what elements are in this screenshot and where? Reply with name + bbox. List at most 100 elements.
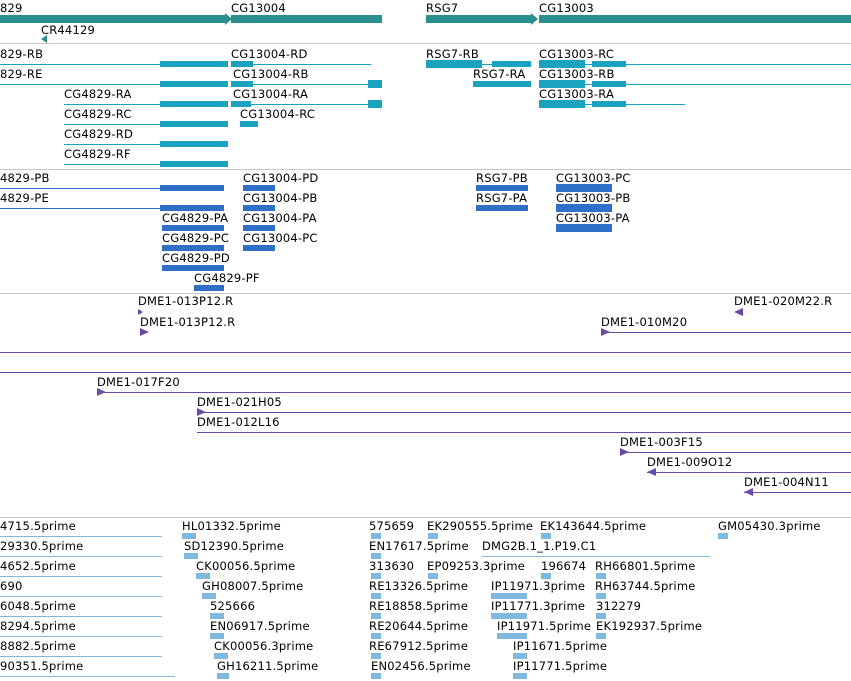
transcript-label[interactable]: CG13003-RC — [539, 47, 615, 61]
protein-label[interactable]: CG13004-PB — [243, 191, 318, 205]
protein-exons-cg4829-pf[interactable] — [194, 285, 224, 291]
transcript-exon-block[interactable] — [592, 101, 626, 107]
est-label[interactable]: EK290555.5prime — [427, 519, 534, 533]
est-label[interactable]: EN02456.5prime — [371, 659, 471, 673]
est-alignment[interactable] — [0, 596, 162, 597]
est-alignment[interactable] — [428, 533, 438, 539]
transcript-label[interactable]: CG4829-RD — [64, 127, 134, 141]
est-label[interactable]: IP11971.3prime — [491, 579, 586, 593]
transcript-exons-cg4829-ra[interactable] — [160, 101, 228, 107]
est-alignment[interactable] — [513, 673, 527, 679]
transcript-label[interactable]: CG4829-RF — [64, 147, 131, 161]
transcript-label[interactable]: 829-RB — [0, 47, 44, 61]
transcript-label[interactable]: RSG7-RB — [426, 47, 479, 61]
protein-exons-cg13003-pa[interactable] — [556, 224, 612, 232]
est-label[interactable]: RE13326.5prime — [369, 579, 469, 593]
est-label[interactable]: 312279 — [596, 599, 642, 613]
est-alignment[interactable] — [371, 573, 381, 579]
est-alignment[interactable] — [513, 653, 527, 659]
gene-bar-cg13004[interactable] — [231, 15, 382, 23]
protein-label[interactable]: CG4829-PA — [162, 211, 229, 225]
est-alignment[interactable] — [491, 593, 527, 599]
protein-exons-cg4829-pa[interactable] — [162, 225, 224, 231]
est-alignment[interactable] — [210, 613, 224, 619]
bac-clone-span[interactable] — [601, 332, 851, 333]
est-label[interactable]: GM05430.3prime — [718, 519, 821, 533]
bac-label[interactable]: DME1-012L16 — [197, 415, 280, 429]
est-alignment[interactable] — [214, 653, 228, 659]
protein-label[interactable]: CG13004-PC — [243, 231, 318, 245]
est-alignment[interactable] — [541, 573, 551, 579]
gene-label[interactable]: CG13004 — [231, 1, 286, 15]
est-label[interactable]: IP11671.5prime — [513, 639, 608, 653]
transcript-exon-block[interactable] — [592, 81, 626, 87]
est-label[interactable]: CK00056.3prime — [214, 639, 314, 653]
transcript-exons-cg13003-ra[interactable] — [539, 100, 585, 108]
est-label[interactable]: IP11771.5prime — [513, 659, 608, 673]
transcript-label[interactable]: CG13003-RA — [539, 87, 615, 101]
est-alignment[interactable] — [497, 633, 527, 639]
est-alignment[interactable] — [371, 613, 381, 619]
est-label[interactable]: EK143644.5prime — [540, 519, 647, 533]
protein-exons-rsg7-pb[interactable] — [476, 185, 528, 191]
est-alignment[interactable] — [0, 616, 162, 617]
est-label[interactable]: HL01332.5prime — [182, 519, 281, 533]
bac-label[interactable]: DME1-010M20 — [601, 315, 688, 329]
protein-exons-cg13004-pb[interactable] — [243, 205, 275, 211]
protein-exons-cg13004-pc[interactable] — [243, 245, 275, 251]
bac-clone-span[interactable] — [197, 432, 851, 433]
gene-bar-cg4829[interactable] — [0, 15, 225, 23]
gene-label[interactable]: RSG7 — [426, 1, 459, 15]
est-alignment[interactable] — [0, 536, 162, 537]
est-label[interactable]: 690 — [0, 579, 23, 593]
protein-label[interactable]: CG4829-PD — [162, 251, 230, 265]
est-alignment[interactable] — [596, 633, 606, 639]
transcript-exons-rsg7-ra[interactable] — [473, 81, 531, 87]
est-alignment[interactable] — [428, 573, 438, 579]
bac-clone-span[interactable] — [197, 412, 851, 413]
est-label[interactable]: GH16211.5prime — [217, 659, 319, 673]
protein-label[interactable]: 4829-PE — [0, 191, 50, 205]
est-label[interactable]: RH63744.5prime — [595, 579, 696, 593]
transcript-label[interactable]: CG13004-RC — [240, 107, 316, 121]
protein-exons-cg4829-pe[interactable] — [160, 205, 224, 211]
bac-label[interactable]: DME1-009O12 — [647, 455, 733, 469]
protein-label[interactable]: CG13003-PA — [556, 211, 630, 225]
est-label[interactable]: RH66801.5prime — [595, 559, 696, 573]
protein-label[interactable]: CG4829-PC — [162, 231, 230, 245]
est-label[interactable]: RE20644.5prime — [369, 619, 469, 633]
transcript-exon-block[interactable] — [368, 80, 382, 88]
est-label[interactable]: IP11771.3prime — [491, 599, 586, 613]
est-alignment[interactable] — [371, 653, 381, 659]
est-label[interactable]: 8294.5prime — [0, 619, 76, 633]
est-label[interactable]: 4715.5prime — [0, 519, 76, 533]
transcript-label[interactable]: RSG7-RA — [473, 67, 526, 81]
est-alignment[interactable] — [196, 573, 210, 579]
est-label[interactable]: 6048.5prime — [0, 599, 76, 613]
protein-label[interactable]: CG13003-PB — [556, 191, 631, 205]
est-alignment[interactable] — [371, 593, 381, 599]
est-label[interactable]: 8882.5prime — [0, 639, 76, 653]
est-alignment[interactable] — [718, 533, 728, 539]
transcript-label[interactable]: CG13004-RB — [233, 67, 309, 81]
gene-label[interactable]: CR44129 — [41, 23, 96, 37]
transcript-label[interactable]: CG4829-RC — [64, 107, 132, 121]
protein-label[interactable]: CG4829-PF — [194, 271, 260, 285]
transcript-exons-cg4829-re[interactable] — [160, 81, 228, 87]
est-label[interactable]: 575659 — [369, 519, 415, 533]
gene-label[interactable]: CG13003 — [539, 1, 594, 15]
transcript-exons-cg4829-rf[interactable] — [160, 161, 228, 167]
bac-clone-span[interactable] — [97, 392, 851, 393]
transcript-exons-cg13004-ra[interactable] — [231, 101, 251, 107]
protein-exons-cg13004-pa[interactable] — [243, 225, 275, 231]
est-alignment[interactable] — [596, 593, 606, 599]
est-label[interactable]: EN17617.5prime — [369, 539, 469, 553]
transcript-exons-cg13004-rd[interactable] — [231, 61, 253, 67]
bac-label[interactable]: DME1-017F20 — [97, 375, 180, 389]
est-label[interactable]: 525666 — [210, 599, 256, 613]
est-label[interactable]: EP09253.3prime — [427, 559, 526, 573]
est-alignment[interactable] — [596, 573, 606, 579]
bac-label[interactable]: DME1-021H05 — [197, 395, 282, 409]
transcript-label[interactable]: 829-RE — [0, 67, 43, 81]
bac-label[interactable]: DME1-004N11 — [744, 475, 829, 489]
